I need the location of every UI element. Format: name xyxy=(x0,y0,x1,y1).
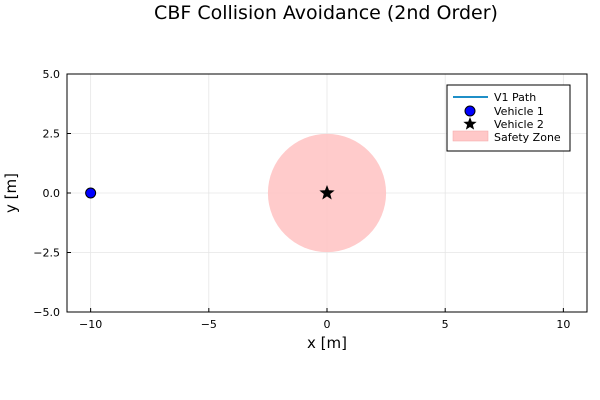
x-tick-label: −5 xyxy=(201,318,217,331)
legend-vehicle1-swatch xyxy=(464,105,476,117)
vehicle2-marker xyxy=(319,185,335,200)
y-tick-label: 0.0 xyxy=(43,187,61,200)
marks xyxy=(85,185,335,200)
y-axis-label: y [m] xyxy=(2,173,20,213)
x-tick-label: 5 xyxy=(442,318,449,331)
legend-vehicle1-label: Vehicle 1 xyxy=(494,105,544,118)
legend-vehicle2-label: Vehicle 2 xyxy=(494,118,544,131)
ticks: −10 −5 0 5 10 −5.0 −2.5 0.0 2.5 5.0 xyxy=(33,68,570,331)
legend-v1-path-label: V1 Path xyxy=(494,91,536,104)
chart-title: CBF Collision Avoidance (2nd Order) xyxy=(154,2,498,24)
legend-vehicle2-swatch xyxy=(463,117,477,130)
x-axis-label: x [m] xyxy=(307,334,347,352)
vehicle1-marker xyxy=(85,187,97,199)
y-tick-label: −2.5 xyxy=(33,247,60,260)
y-tick-label: −5.0 xyxy=(33,306,60,319)
legend: V1 Path Vehicle 1 Vehicle 2 Safety Zone xyxy=(446,84,571,152)
y-tick-label: 5.0 xyxy=(43,68,61,81)
y-tick-label: 2.5 xyxy=(43,128,61,141)
x-tick-label: −10 xyxy=(79,318,102,331)
legend-safety-zone-swatch xyxy=(452,130,489,142)
legend-safety-zone-label: Safety Zone xyxy=(494,131,561,144)
x-tick-label: 10 xyxy=(556,318,570,331)
x-tick-label: 0 xyxy=(324,318,331,331)
